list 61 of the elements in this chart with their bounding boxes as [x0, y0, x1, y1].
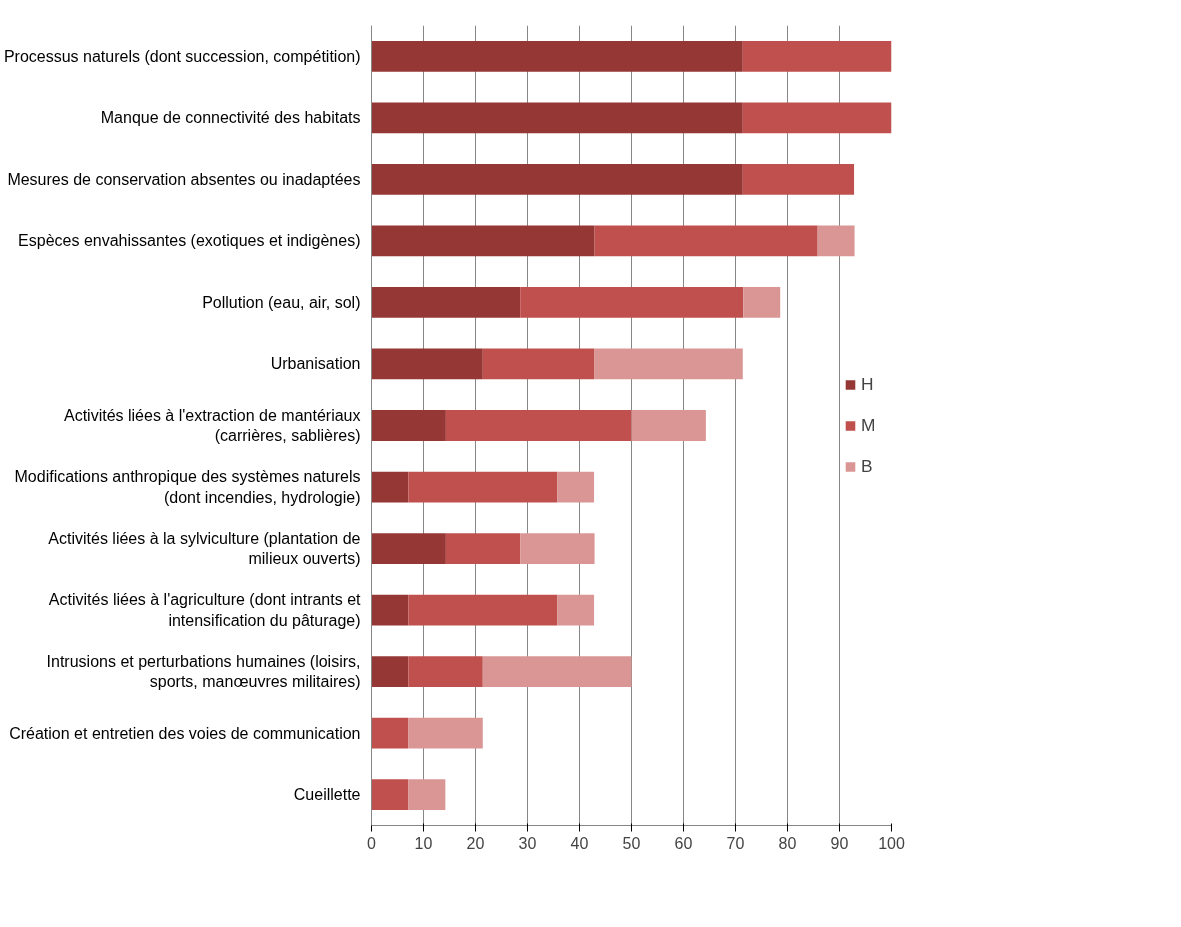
bar: [371, 163, 743, 195]
y-tick-label: Activités liées à l'extraction de mantériaux (carrières, sablières): [63, 406, 361, 445]
bar: [817, 225, 855, 257]
bar: [371, 594, 409, 626]
bar: [371, 471, 409, 503]
bar: [371, 717, 409, 749]
bar: [482, 348, 595, 380]
bar: [557, 594, 595, 626]
x-tick-label: 20: [466, 834, 485, 852]
x-tick-label: 50: [622, 834, 641, 852]
bar: [557, 471, 595, 503]
x-tick-label: 40: [570, 834, 589, 852]
bar: [520, 533, 595, 564]
y-tick-label: Intrusions et perturbations humaines (loisirs, sports, manœuvres militaires): [46, 652, 361, 691]
x-tick-label: 60: [674, 834, 693, 852]
x-tick-label: 80: [778, 834, 797, 852]
bar: [371, 348, 483, 380]
bar: [371, 40, 743, 72]
bar: [408, 779, 446, 811]
y-tick-label: Manque de connectivité des habitats: [100, 109, 361, 127]
bar: [594, 348, 743, 380]
bar: [594, 225, 818, 257]
bar: [371, 225, 595, 257]
legend-label: B: [861, 455, 874, 477]
bar: [408, 717, 483, 749]
y-tick-label: Cueillette: [293, 786, 361, 804]
bar: [520, 287, 744, 318]
bar: [742, 40, 892, 72]
y-tick-label: Activités liées à l'agriculture (dont intrants et intensification du pâturage): [48, 591, 362, 629]
x-tick-label: 70: [726, 834, 745, 852]
x-tick-label: 100: [878, 834, 905, 852]
x-tick-label: 30: [518, 834, 537, 852]
bar: [742, 102, 892, 134]
bar: [482, 656, 632, 688]
y-tick-label: Création et entretien des voies de communication: [9, 724, 361, 742]
bar: [408, 656, 483, 688]
y-tick-label: Mesures de conservation absentes ou inadaptées: [7, 170, 361, 188]
bar: [408, 471, 558, 503]
y-tick-label: Espèces envahissantes (exotiques et indigènes): [18, 232, 361, 250]
bar: [371, 533, 446, 564]
bar: [743, 287, 781, 318]
legend-label: M: [861, 414, 877, 436]
y-tick-label: Pollution (eau, air, sol): [202, 293, 361, 311]
y-tick-label: Urbanisation: [270, 355, 361, 373]
bar: [445, 533, 521, 564]
legend-label: H: [861, 373, 875, 395]
x-tick-label: 10: [414, 834, 433, 852]
bar: [445, 410, 632, 441]
bar: [631, 410, 706, 441]
x-tick-label: 90: [830, 834, 849, 852]
bar: [371, 287, 521, 318]
bar: [371, 102, 743, 134]
bar: [371, 410, 446, 441]
bar: [742, 163, 855, 195]
bar: [371, 779, 409, 811]
bar: [408, 594, 558, 626]
y-tick-label: Modifications anthropique des systèmes naturels (dont incendies, hydrologie): [14, 468, 361, 506]
bar: [371, 656, 409, 688]
y-tick-label: Processus naturels (dont succession, compétition): [3, 47, 361, 65]
x-tick-label: 0: [367, 834, 377, 852]
y-tick-label: Activités liées à la sylviculture (plantation de milieux ouverts): [48, 529, 361, 568]
